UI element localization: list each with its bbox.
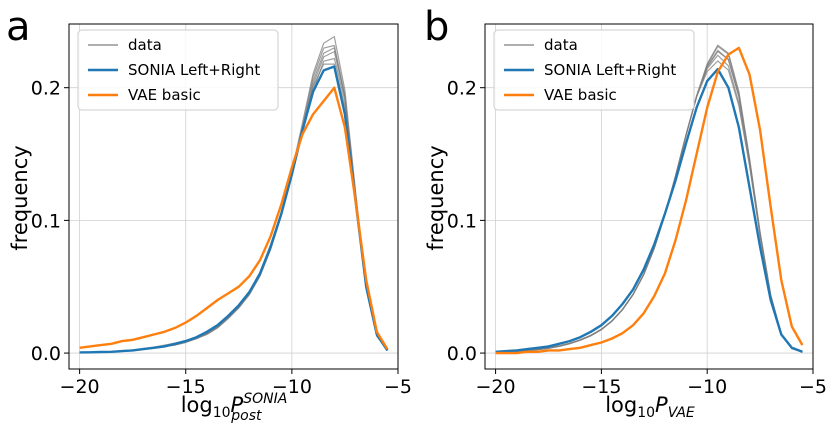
panel-a-series: [79, 35, 389, 354]
panel-a-xtick-label: −20: [60, 376, 100, 398]
panel-a-xlabel-sub: post: [230, 408, 262, 424]
panel-b-frame: [484, 23, 814, 370]
panel-b-legend-data: data: [544, 36, 578, 54]
panel-b-series: [495, 44, 804, 355]
panel-b-xtick-label: −15: [581, 376, 621, 398]
panel-b-xtick-label: −10: [687, 376, 727, 398]
panel-b-xlabel-base: 10: [637, 405, 655, 421]
panel-a-ytick-label: 0.0: [31, 343, 61, 365]
panel-b-legend-vae: VAE basic: [544, 86, 617, 104]
panel-a-xlabel-var: P: [231, 393, 244, 417]
panel-a-ylabel: frequency: [8, 145, 32, 250]
panel-b-xtick-label: −5: [799, 376, 827, 398]
panel-a-ytick-label: 0.2: [31, 78, 61, 100]
panel-b-xlabel-sub: VAE: [668, 405, 695, 421]
panel-b-letter: b: [424, 4, 449, 50]
panel-a-vae-line: [79, 86, 389, 350]
panel-b-data-replicate-line: [495, 45, 803, 353]
panel-a-sonia-line: [79, 65, 389, 354]
panel-a-xlabel-log: log: [181, 393, 213, 417]
panel-a-frame: [68, 23, 399, 370]
panel-b-sonia-line: [495, 67, 803, 353]
panel-b-ytick-label: 0.2: [447, 78, 477, 100]
panel-a-legend-data: data: [128, 36, 162, 54]
panel-a-letter: a: [6, 4, 31, 50]
panel-b-xlabel: log10PVAE: [605, 393, 695, 421]
panel-a-legend: data SONIA Left+Right VAE basic: [77, 29, 279, 111]
panel-a-ytick-label: 0.1: [31, 210, 61, 232]
panel-a-legend-vae: VAE basic: [128, 86, 201, 104]
panel-a-xtick-label: −15: [166, 376, 206, 398]
panel-b: b −20 −15 −10 −50.00.10.2 frequency log10PV…: [424, 4, 827, 421]
panel-a-ticks: −20 −15 −10 −5 0.0 0.1 0.2: [31, 78, 412, 398]
panel-b-xlabel-log: log: [605, 393, 637, 417]
panel-a-xtick-label: −10: [272, 376, 312, 398]
panel-a-legend-box: [77, 29, 279, 111]
panel-a-xlabel-base: 10: [213, 405, 231, 421]
panel-b-ticks: −20 −15 −10 −5 0.0 0.1 0.2: [447, 78, 827, 398]
panel-b-xtick-label: −20: [476, 376, 516, 398]
panel-a-legend-sonia: SONIA Left+Right: [128, 61, 260, 79]
panel-b-legend: data SONIA Left+Right VAE basic: [493, 29, 695, 111]
panel-b-ytick-label: 0.1: [447, 210, 477, 232]
panel-a-xlabel-sup: SONIA: [243, 391, 287, 407]
panel-b-xlabel-var: P: [655, 393, 668, 417]
panel-b-ytick-label: 0.0: [447, 343, 477, 365]
panel-a-xlabel: log10PSONIA post: [181, 391, 288, 424]
panel-b-vae-line: [495, 46, 804, 355]
panel-b-legend-sonia: SONIA Left+Right: [544, 61, 676, 79]
panel-b-legend-box: [493, 29, 695, 111]
panel-b-ylabel: frequency: [424, 145, 448, 250]
panel-a-xtick-label: −5: [384, 376, 412, 398]
panel-a: a −20 −15 −10 −50.00.10.2 frequency log10PS…: [6, 4, 412, 424]
